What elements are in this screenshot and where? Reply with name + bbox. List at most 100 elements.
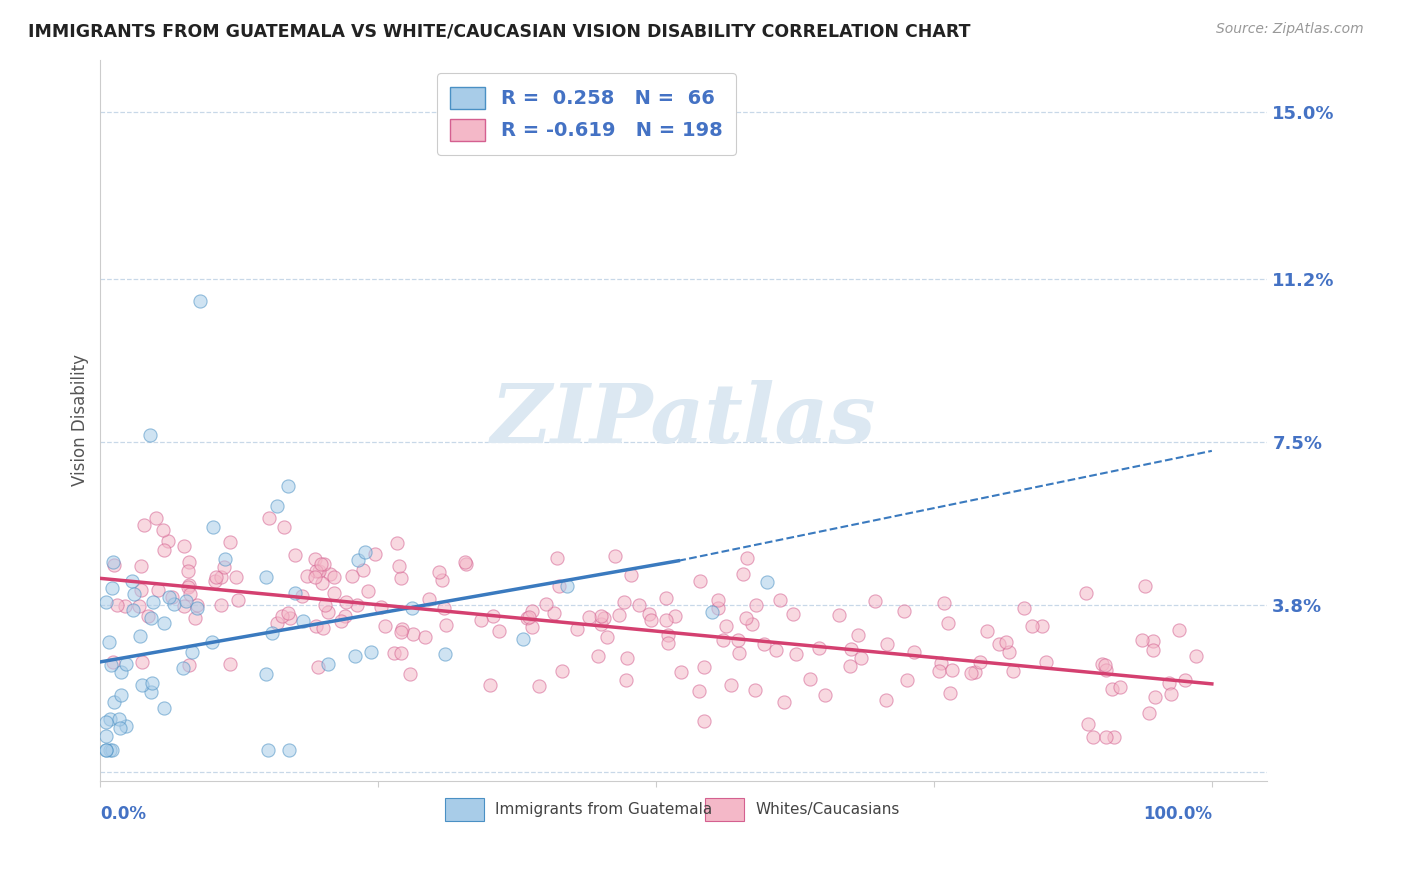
- Point: [205, 569, 228, 583]
- Point: [591, 616, 613, 631]
- Point: [347, 553, 370, 567]
- Point: [398, 667, 420, 681]
- Point: [94, 743, 117, 757]
- Point: [1159, 675, 1181, 690]
- Point: [226, 592, 249, 607]
- Point: [330, 615, 353, 629]
- Point: [277, 479, 299, 493]
- Point: [177, 658, 200, 673]
- Point: [186, 601, 208, 615]
- Point: [374, 619, 396, 633]
- Point: [110, 688, 132, 702]
- Point: [141, 676, 163, 690]
- Point: [1012, 600, 1035, 615]
- Point: [998, 645, 1021, 659]
- Point: [277, 606, 299, 620]
- Point: [808, 641, 831, 656]
- Point: [1160, 687, 1182, 701]
- Point: [546, 550, 568, 565]
- Point: [903, 645, 925, 659]
- Point: [141, 611, 163, 625]
- Point: [1094, 663, 1116, 677]
- Point: [716, 619, 738, 633]
- Point: [1081, 730, 1104, 744]
- Point: [727, 646, 749, 660]
- Point: [108, 722, 131, 736]
- Point: [311, 576, 333, 591]
- Point: [219, 657, 242, 672]
- Point: [1174, 673, 1197, 687]
- Point: [720, 678, 742, 692]
- Point: [1184, 648, 1206, 663]
- Point: [688, 683, 710, 698]
- Point: [741, 617, 763, 632]
- Point: [839, 642, 862, 657]
- Text: Immigrants from Guatemala: Immigrants from Guatemala: [495, 802, 713, 817]
- Point: [893, 604, 915, 618]
- Point: [307, 660, 329, 674]
- Point: [139, 427, 162, 442]
- Point: [744, 683, 766, 698]
- Point: [101, 655, 124, 669]
- Point: [389, 571, 412, 585]
- Point: [309, 557, 332, 571]
- Point: [657, 636, 679, 650]
- Point: [186, 599, 208, 613]
- Point: [254, 570, 277, 584]
- Point: [785, 647, 807, 661]
- Point: [101, 555, 124, 569]
- Point: [876, 636, 898, 650]
- Point: [105, 598, 128, 612]
- Point: [988, 637, 1011, 651]
- Point: [209, 598, 232, 612]
- Point: [433, 601, 456, 615]
- Point: [765, 643, 787, 657]
- Point: [1091, 657, 1114, 672]
- Point: [343, 648, 366, 663]
- Point: [160, 590, 183, 604]
- Point: [828, 607, 851, 622]
- Text: 0.0%: 0.0%: [100, 805, 146, 823]
- Point: [94, 743, 117, 757]
- Point: [1130, 632, 1153, 647]
- Point: [1101, 681, 1123, 696]
- Point: [271, 608, 294, 623]
- Point: [319, 567, 342, 582]
- Point: [335, 595, 357, 609]
- Point: [134, 517, 156, 532]
- Point: [256, 743, 278, 757]
- Point: [589, 609, 612, 624]
- Point: [941, 663, 963, 677]
- Point: [100, 581, 122, 595]
- Point: [352, 564, 374, 578]
- Point: [430, 573, 453, 587]
- Point: [593, 611, 616, 625]
- Point: [280, 610, 302, 624]
- Point: [482, 609, 505, 624]
- Point: [179, 587, 201, 601]
- Point: [614, 673, 637, 687]
- Point: [308, 564, 330, 578]
- Point: [936, 615, 959, 630]
- Point: [711, 633, 734, 648]
- Point: [162, 597, 184, 611]
- Point: [470, 613, 492, 627]
- Point: [609, 608, 631, 623]
- Point: [370, 599, 392, 614]
- Point: [1109, 680, 1132, 694]
- Point: [1144, 690, 1167, 704]
- Point: [769, 593, 792, 607]
- Point: [292, 614, 315, 628]
- Point: [136, 608, 159, 623]
- Point: [131, 678, 153, 692]
- Point: [157, 590, 180, 604]
- Point: [565, 622, 588, 636]
- Point: [578, 610, 600, 624]
- Point: [129, 629, 152, 643]
- Point: [114, 657, 136, 672]
- Point: [1021, 619, 1043, 633]
- Point: [402, 627, 425, 641]
- Point: [382, 646, 405, 660]
- Point: [103, 695, 125, 709]
- Point: [188, 294, 211, 309]
